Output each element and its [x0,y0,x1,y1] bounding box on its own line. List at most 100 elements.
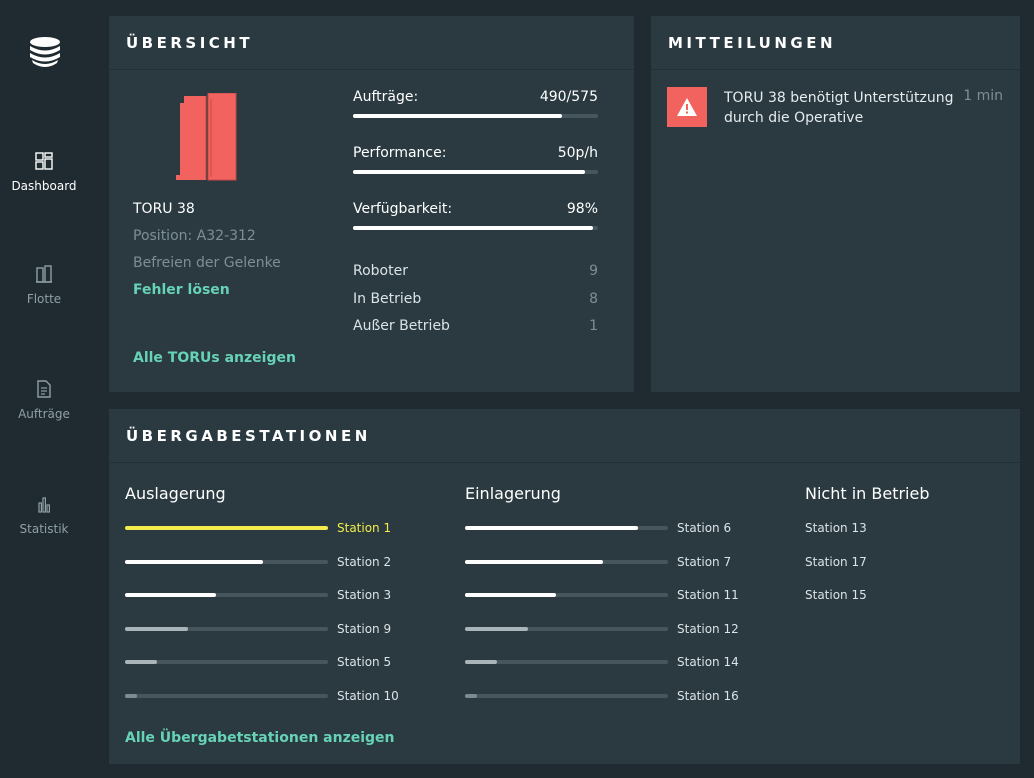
nav-statistics-label: Statistik [19,522,69,536]
station-progress-track [465,694,668,698]
count-in-operation: In Betrieb 8 [353,291,598,307]
count-robots: Roboter 9 [353,263,598,279]
message-text[interactable]: TORU 38 benötigt Unterstützung durch die… [724,90,954,126]
robot-position: Position: A32-312 [133,228,256,244]
overview-title: ÜBERSICHT [109,16,634,70]
station-row[interactable]: Station 1 [125,521,391,535]
progress-track [353,114,598,118]
station-progress-fill [465,626,528,631]
station-progress-track [125,593,328,598]
progress-fill [353,170,585,174]
count-value: 8 [589,291,598,307]
metric-label: Aufträge: [353,89,419,105]
robot-task: Befreien der Gelenke [133,255,281,271]
station-inactive-item[interactable]: Station 17 [805,554,867,569]
station-progress-track [465,660,668,665]
station-row[interactable]: Station 12 [465,622,739,636]
station-progress-track [125,660,328,665]
metric-orders: Aufträge: 490/575 [353,89,598,118]
fix-error-link[interactable]: Fehler lösen [133,282,230,298]
station-row[interactable]: Station 16 [465,689,739,703]
nav-dashboard-label: Dashboard [11,179,77,193]
progress-track [353,170,598,174]
station-label: Station 10 [337,689,399,703]
station-progress-track [465,626,668,631]
stations-panel: ÜBERGABESTATIONEN Auslagerung Einlagerun… [109,409,1020,764]
count-value: 9 [589,263,598,279]
station-row[interactable]: Station 11 [465,588,739,602]
station-label: Station 1 [337,521,392,535]
metric-performance: Performance: 50p/h [353,145,598,174]
count-label: Roboter [353,263,408,279]
progress-fill [353,114,562,118]
metric-value: 98% [566,201,598,217]
station-label: Station 3 [337,588,392,603]
station-row[interactable]: Station 10 [125,689,399,703]
station-row[interactable]: Station 14 [465,655,739,669]
show-all-stations-link[interactable]: Alle Übergabetstationen anzeigen [125,730,395,746]
station-label: Station 5 [337,655,392,670]
metric-availability: Verfügbarkeit: 98% [353,201,598,230]
station-progress-track [125,559,328,564]
progress-fill [353,226,594,230]
station-progress-track [465,526,668,530]
station-progress-fill [125,626,188,631]
nav-orders[interactable]: Aufträge [0,379,88,421]
station-inactive-item[interactable]: Station 15 [805,588,867,603]
nav-statistics[interactable]: Statistik [0,494,88,536]
count-out-of-operation: Außer Betrieb 1 [353,318,598,334]
station-label: Station 6 [677,521,732,535]
station-progress-fill [465,526,638,530]
station-progress-track [125,526,328,530]
station-row[interactable]: Station 3 [125,588,391,602]
nav-fleet[interactable]: Flotte [0,264,88,306]
count-label: Außer Betrieb [353,318,450,334]
messages-title: MITTEILUNGEN [651,16,1020,70]
logo-icon [30,37,60,67]
station-inactive-item[interactable]: Station 13 [805,521,867,535]
station-row[interactable]: Station 9 [125,622,391,636]
station-label: Station 9 [337,621,392,636]
station-row[interactable]: Station 6 [465,521,731,535]
metric-label: Verfügbarkeit: [353,201,453,217]
station-progress-track [125,626,328,631]
station-row[interactable]: Station 7 [465,555,731,569]
show-all-torus-link[interactable]: Alle TORUs anzeigen [133,350,296,366]
document-icon [37,380,51,398]
stations-title: ÜBERGABESTATIONEN [109,409,1020,463]
station-label: Station 7 [677,554,732,569]
metric-label: Performance: [353,145,447,161]
station-progress-fill [465,660,498,665]
dashboard-icon [35,152,53,170]
bar-chart-icon [38,497,51,513]
nav-dashboard[interactable]: Dashboard [0,151,88,193]
metric-value: 50p/h [557,145,598,161]
metric-value: 490/575 [539,89,598,105]
sidebar: Dashboard Flotte Aufträge Statistik [0,0,88,778]
station-label: Station 12 [677,621,739,636]
station-row[interactable]: Station 2 [125,555,391,569]
station-row[interactable]: Station 5 [125,655,391,669]
station-progress-fill [465,559,604,564]
messages-panel: MITTEILUNGEN TORU 38 benötigt Unterstütz… [651,16,1020,392]
message-time: 1 min [963,88,1003,104]
station-label: Station 11 [677,588,739,603]
overview-panel: ÜBERSICHT TORU 38 Position: A32-312 Befr… [109,16,634,392]
station-progress-fill [465,694,478,698]
station-progress-fill [125,593,217,598]
progress-track [353,226,598,230]
warning-icon [677,98,697,116]
count-value: 1 [589,318,598,334]
station-progress-fill [125,526,328,530]
station-progress-fill [465,593,557,598]
station-label: Station 14 [677,655,739,670]
station-progress-track [125,694,328,698]
nav-fleet-label: Flotte [26,292,62,306]
message-warning [667,87,707,127]
station-label: Station 16 [677,689,739,703]
inactive-title: Nicht in Betrieb [805,484,930,503]
station-progress-track [465,559,668,564]
station-label: Station 2 [337,554,392,569]
station-progress-fill [125,559,264,564]
count-label: In Betrieb [353,291,422,307]
